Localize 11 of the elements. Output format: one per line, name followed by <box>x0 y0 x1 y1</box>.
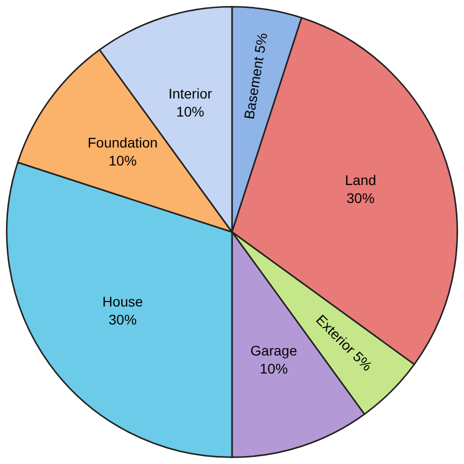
data-label: 10% <box>176 103 204 120</box>
data-label: 30% <box>108 311 137 328</box>
data-label: 10% <box>108 152 137 168</box>
slice-label: Foundation <box>88 134 158 150</box>
data-label: 10% <box>260 360 288 376</box>
slice-label: Garage <box>250 342 298 358</box>
slice-label: Basement 5% <box>240 32 270 120</box>
slice-label: Land <box>344 172 376 188</box>
data-label: 30% <box>346 190 375 206</box>
slice-label: House <box>102 293 144 310</box>
slice-label: Interior <box>168 85 212 102</box>
